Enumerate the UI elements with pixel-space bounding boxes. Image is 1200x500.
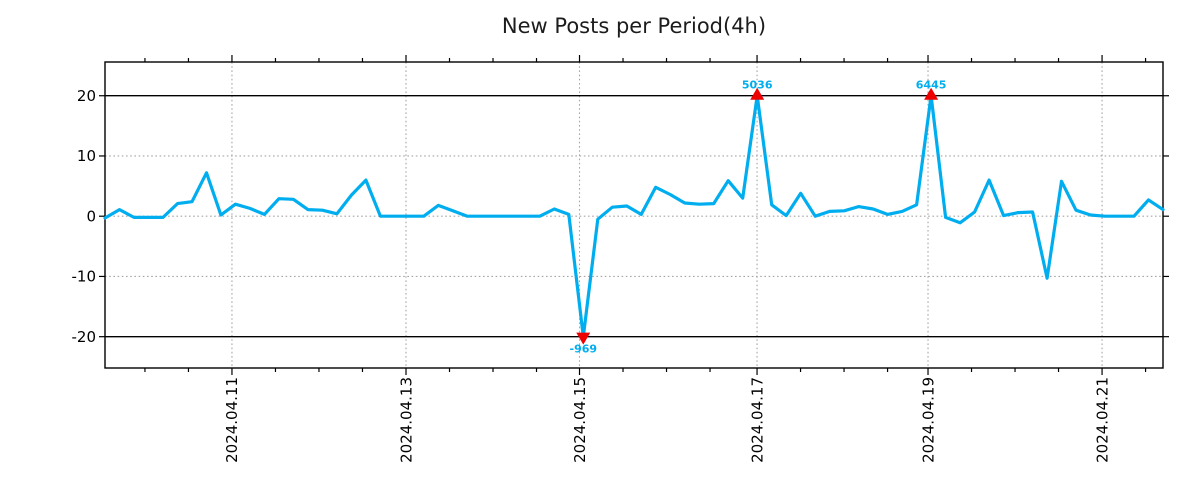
y-tick-label: -20: [72, 328, 97, 346]
y-tick-label: -10: [72, 268, 97, 286]
data-line: [103, 94, 1165, 339]
x-tick-label: 2024.04.13: [397, 377, 415, 463]
annotation-label: 5036: [742, 79, 773, 92]
peak-marker-icon: [750, 87, 765, 100]
y-tick-label: 10: [77, 147, 96, 165]
peak-marker-icon: [924, 87, 939, 100]
chart-title: New Posts per Period(4h): [501, 14, 767, 38]
x-tick-label: 2024.04.11: [223, 377, 241, 463]
x-tick-label: 2024.04.19: [919, 377, 937, 463]
x-tick-label: 2024.04.15: [571, 377, 589, 463]
plot-border: [104, 61, 1164, 369]
trough-marker-icon: [576, 332, 591, 345]
y-tick-label: 20: [77, 87, 96, 105]
x-tick-label: 2024.04.21: [1093, 377, 1111, 463]
annotation-label: 6445: [916, 79, 947, 92]
annotation-label: -969: [570, 343, 598, 356]
y-tick-label: 0: [86, 207, 96, 225]
x-tick-label: 2024.04.17: [748, 377, 766, 463]
